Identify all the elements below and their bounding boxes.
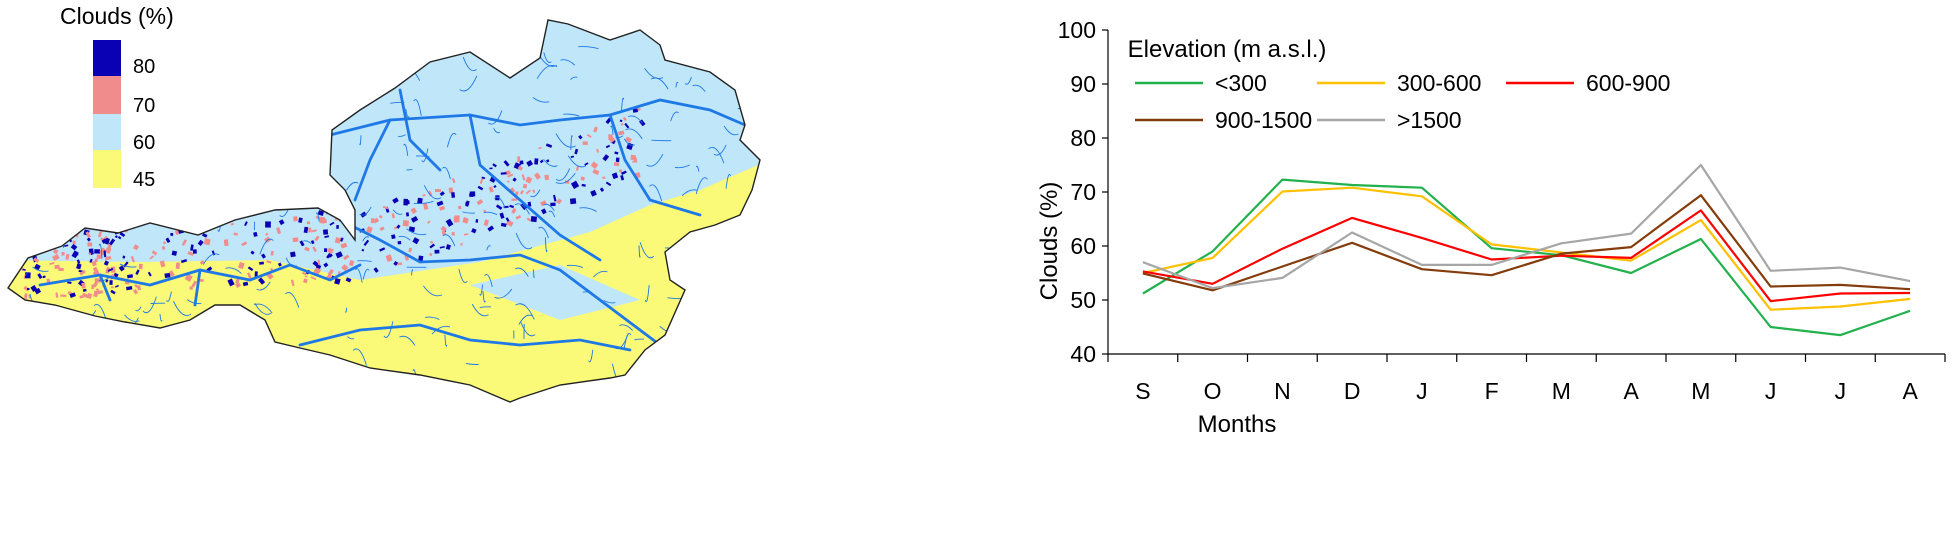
series-line-0 bbox=[1142, 178, 1911, 337]
y-tick-label: 70 bbox=[1070, 179, 1096, 205]
series-lines bbox=[1142, 163, 1911, 337]
legend-label-3: 900-1500 bbox=[1215, 107, 1312, 133]
legend-swatch-45 bbox=[93, 150, 121, 188]
legend-label-2: 600-900 bbox=[1586, 70, 1670, 96]
cloud-map-panel: Clouds (%) 80 70 60 45 bbox=[7, 3, 761, 403]
x-tick-label: J bbox=[1835, 378, 1847, 404]
austria-cloud-map: Clouds (%) 80 70 60 45 bbox=[7, 3, 761, 403]
x-tick-label: F bbox=[1485, 378, 1499, 404]
y-tick-label: 80 bbox=[1070, 125, 1096, 151]
series-line-2 bbox=[1142, 209, 1911, 303]
legend-label-80: 80 bbox=[133, 56, 155, 78]
x-tick-label: J bbox=[1416, 378, 1428, 404]
x-tick-label: J bbox=[1765, 378, 1777, 404]
y-axis: 40 50 60 70 80 90 100 bbox=[1058, 17, 1108, 367]
map-legend-title: Clouds (%) bbox=[60, 3, 174, 29]
x-tick-label: M bbox=[1691, 378, 1710, 404]
legend-label-0: <300 bbox=[1215, 70, 1267, 96]
series-line-1 bbox=[1142, 186, 1911, 311]
chart-legend: Elevation (m a.s.l.) <300 300-600 600-900 9… bbox=[1128, 36, 1671, 133]
x-tick-label: D bbox=[1344, 378, 1361, 404]
y-tick-label: 90 bbox=[1070, 71, 1096, 97]
x-tick-label: N bbox=[1274, 378, 1291, 404]
legend-swatch-70 bbox=[93, 76, 121, 114]
cloud-zone-60-east bbox=[470, 265, 640, 320]
series-line-4 bbox=[1142, 163, 1911, 290]
x-tick-label: A bbox=[1902, 378, 1918, 404]
legend-label-1: 300-600 bbox=[1397, 70, 1481, 96]
map-base bbox=[8, 20, 760, 402]
y-tick-label: 50 bbox=[1070, 287, 1096, 313]
x-tick-label: A bbox=[1623, 378, 1639, 404]
legend-label-70: 70 bbox=[133, 95, 155, 117]
x-axis-label: Months bbox=[1198, 411, 1277, 438]
y-axis-label: Clouds (%) bbox=[1036, 182, 1063, 301]
legend-swatch-80 bbox=[93, 40, 121, 76]
y-tick-label: 60 bbox=[1070, 233, 1096, 259]
country-border bbox=[7, 19, 761, 403]
x-tick-label: O bbox=[1204, 378, 1222, 404]
x-tick-label: M bbox=[1552, 378, 1571, 404]
legend-label-45: 45 bbox=[133, 169, 155, 191]
y-tick-label: 40 bbox=[1070, 341, 1096, 367]
x-tick-label: S bbox=[1135, 378, 1150, 404]
legend-title: Elevation (m a.s.l.) bbox=[1128, 36, 1327, 63]
y-tick-label: 100 bbox=[1058, 17, 1096, 43]
legend-label-4: >1500 bbox=[1397, 107, 1462, 133]
legend-swatch-60 bbox=[93, 114, 121, 150]
series-line-3 bbox=[1142, 194, 1911, 292]
legend-label-60: 60 bbox=[133, 132, 155, 154]
map-legend: 80 70 60 45 bbox=[93, 40, 155, 191]
